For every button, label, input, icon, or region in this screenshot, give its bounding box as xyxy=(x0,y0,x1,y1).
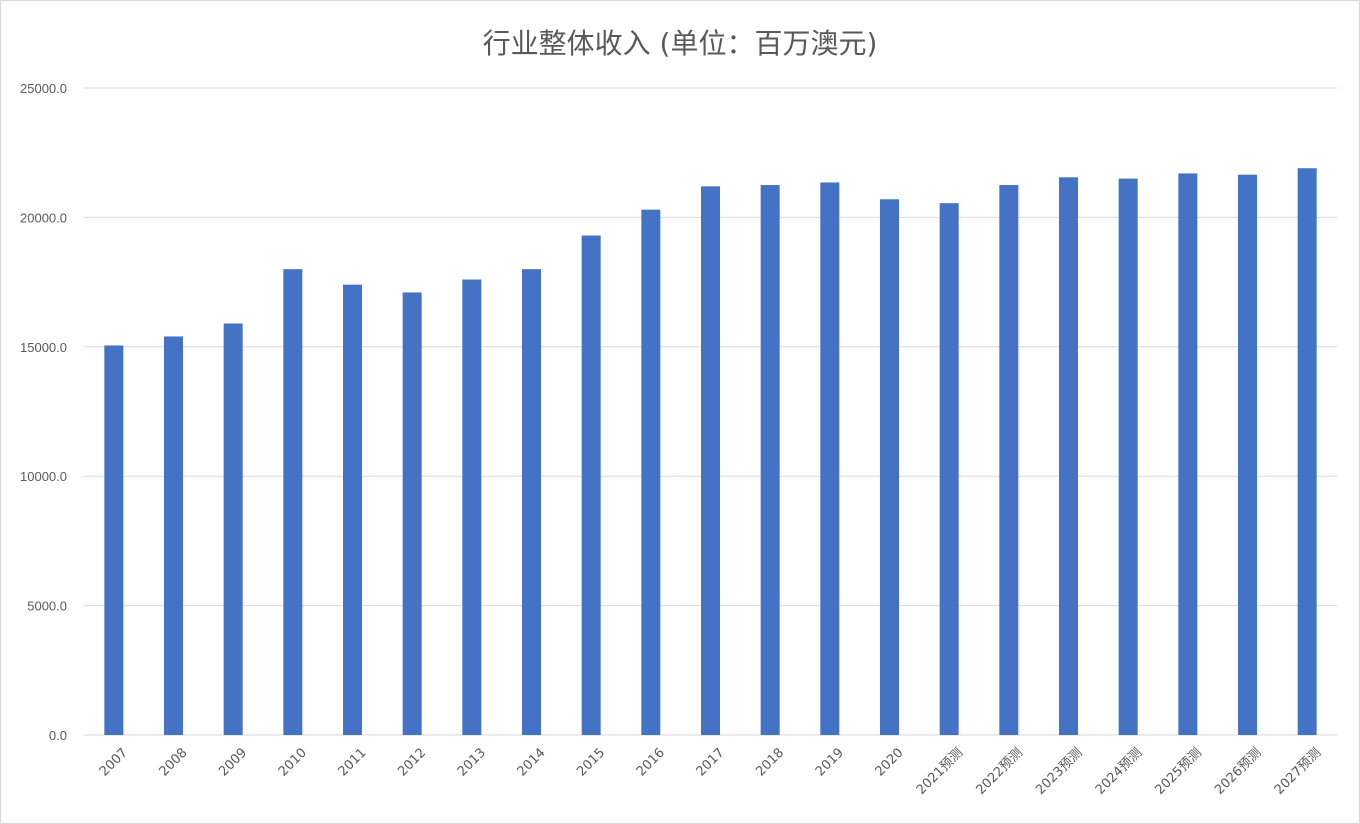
x-tick-label: 2025预测 xyxy=(1152,745,1204,797)
y-tick-label: 10000.0 xyxy=(20,469,67,484)
x-tick-label: 2007 xyxy=(97,745,131,779)
bar xyxy=(283,269,303,735)
bar xyxy=(999,185,1019,736)
bar xyxy=(1238,174,1257,735)
x-tick-label: 2024预测 xyxy=(1093,745,1145,797)
y-tick-label: 25000.0 xyxy=(20,81,67,96)
y-axis-ticks: 0.0 5000.0 10000.0 15000.0 20000.0 25000.0 xyxy=(20,81,67,743)
bar xyxy=(522,269,541,735)
bar xyxy=(939,203,959,735)
bar xyxy=(1059,177,1078,735)
x-tick-label: 2021预测 xyxy=(914,745,966,797)
y-tick-label: 15000.0 xyxy=(20,340,67,355)
x-tick-label: 2026预测 xyxy=(1212,745,1264,797)
bars xyxy=(104,168,1317,736)
x-tick-label: 2014 xyxy=(515,745,549,779)
x-tick-label: 2011 xyxy=(336,745,370,779)
chart-title: 行业整体收入 (单位：百万澳元) xyxy=(482,27,878,60)
x-tick-label: 2027预测 xyxy=(1272,745,1324,797)
bar xyxy=(1118,178,1138,735)
x-tick-label: 2013 xyxy=(455,745,489,779)
x-tick-label: 2017 xyxy=(694,745,728,779)
bar xyxy=(641,209,661,736)
bar xyxy=(104,345,124,735)
x-tick-label: 2022预测 xyxy=(973,745,1025,797)
x-tick-label: 2020 xyxy=(873,745,907,779)
bar xyxy=(820,182,840,735)
x-tick-label: 2009 xyxy=(216,745,250,779)
x-tick-label: 2008 xyxy=(157,745,191,779)
bar xyxy=(760,185,780,736)
x-tick-label: 2016 xyxy=(634,745,668,779)
bar xyxy=(402,292,422,735)
bar xyxy=(701,186,720,735)
y-tick-label: 0.0 xyxy=(49,728,67,743)
bar xyxy=(223,323,243,735)
x-axis-ticks: 2007 2008 2009 2010 2011 2012 2013 2014 2015 2016… xyxy=(97,745,1324,797)
bar xyxy=(343,284,362,735)
bar xyxy=(462,279,482,735)
x-tick-label: 2023预测 xyxy=(1033,745,1085,797)
bar xyxy=(581,235,601,736)
x-tick-label: 2010 xyxy=(276,745,310,779)
bar xyxy=(164,336,183,735)
bar xyxy=(1297,168,1317,735)
x-tick-label: 2015 xyxy=(574,745,608,779)
x-tick-label: 2012 xyxy=(395,745,429,779)
y-tick-label: 20000.0 xyxy=(20,210,67,225)
bar xyxy=(880,199,899,735)
x-tick-label: 2018 xyxy=(753,745,787,779)
x-tick-label: 2019 xyxy=(813,745,847,779)
bar xyxy=(1178,173,1198,736)
y-tick-label: 5000.0 xyxy=(27,599,67,614)
